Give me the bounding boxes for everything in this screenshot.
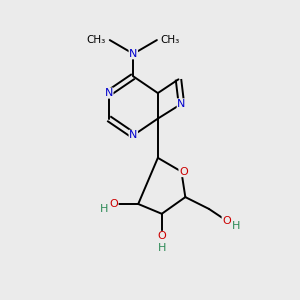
- Text: H: H: [100, 204, 108, 214]
- Text: O: O: [179, 167, 188, 177]
- Text: O: O: [109, 199, 118, 209]
- Text: CH₃: CH₃: [87, 35, 106, 45]
- Text: N: N: [129, 130, 137, 140]
- Text: CH₃: CH₃: [161, 35, 180, 45]
- Text: N: N: [177, 99, 186, 109]
- Text: N: N: [105, 88, 113, 98]
- Text: H: H: [158, 243, 166, 253]
- Text: N: N: [129, 49, 137, 59]
- Text: H: H: [232, 220, 241, 231]
- Text: O: O: [222, 216, 231, 226]
- Text: O: O: [158, 231, 166, 242]
